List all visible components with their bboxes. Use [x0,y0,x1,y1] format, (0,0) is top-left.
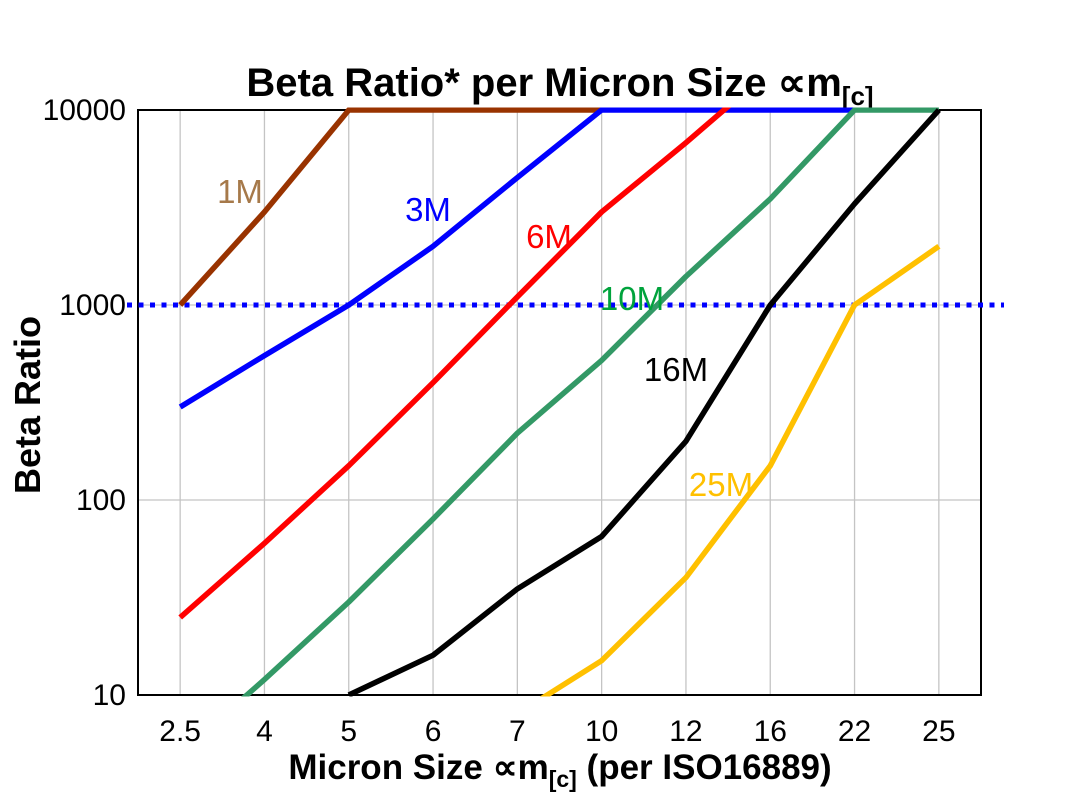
x-tick-7: 7 [509,715,526,748]
series-label-16M: 16M [644,351,708,388]
x-tick-22: 22 [838,715,871,748]
x-tick-10: 10 [585,715,618,748]
x-axis-title-symbol: ∝m [492,748,549,787]
x-axis-title-post: (per ISO16889) [576,748,832,787]
x-tick-12: 12 [669,715,702,748]
y-tick-10: 10 [93,679,126,712]
y-tick-100: 100 [76,484,126,517]
x-tick-5: 5 [340,715,357,748]
x-tick-2.5: 2.5 [159,715,201,748]
x-tick-16: 16 [754,715,787,748]
x-axis-title-subscript: [c] [548,766,577,792]
series-label-6M: 6M [526,218,572,255]
series-line-3M [178,107,855,410]
x-axis-title: Micron Size ∝m[c] (per ISO16889) [30,748,1090,793]
y-tick-1000: 1000 [59,289,126,322]
series-label-1M: 1M [217,173,263,210]
chart-title-subscript: [c] [841,81,874,111]
chart-title-main: Beta Ratio* per Micron Size [246,61,778,105]
series-line-10M [241,107,939,697]
y-tick-10000: 10000 [43,94,126,127]
series-line-6M [178,107,732,620]
series-line-1M [178,107,602,307]
series-label-3M: 3M [405,191,451,228]
series-label-10M: 10M [600,280,664,317]
series-label-25M: 25M [689,466,753,503]
series-line-25M [539,244,941,697]
chart-title-symbol: ∝m [777,61,842,105]
chart-title: Beta Ratio* per Micron Size ∝m[c] [30,60,1090,112]
x-tick-25: 25 [922,715,955,748]
series-line-16M [347,108,941,697]
x-tick-6: 6 [425,715,442,748]
x-axis-title-pre: Micron Size [288,748,493,787]
x-tick-4: 4 [256,715,273,748]
